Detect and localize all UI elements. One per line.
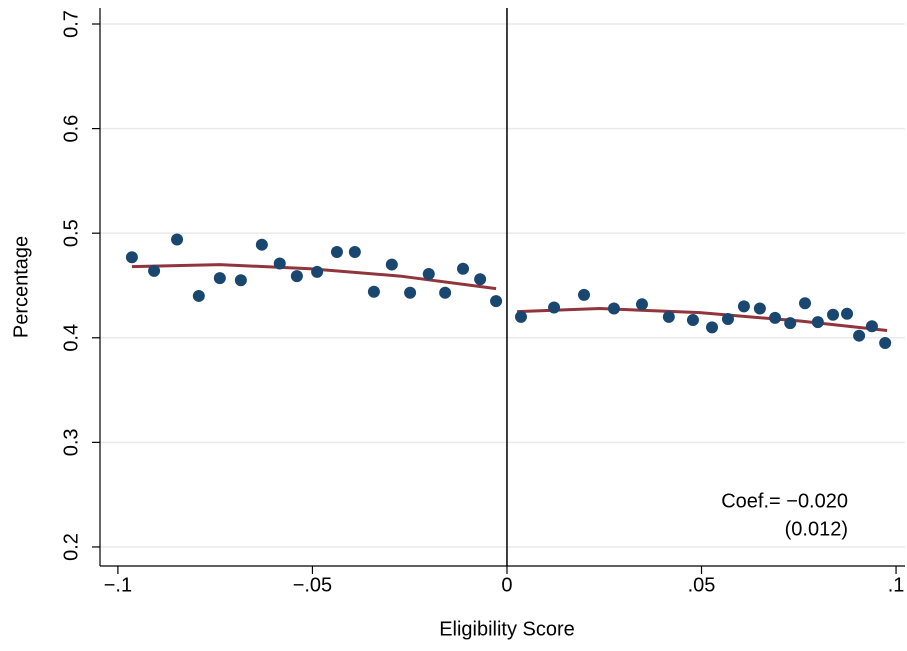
- point: [784, 317, 797, 330]
- point: [457, 262, 470, 275]
- point: [865, 320, 878, 333]
- point: [706, 321, 719, 334]
- point: [827, 308, 840, 321]
- point: [490, 295, 503, 308]
- x-tick-label: .05: [688, 574, 716, 596]
- point: [348, 246, 361, 259]
- point: [234, 274, 247, 287]
- y-tick-label: 0.3: [60, 428, 82, 456]
- annotation: (0.012): [785, 518, 848, 540]
- point: [548, 301, 561, 314]
- point: [255, 238, 268, 251]
- point: [635, 298, 648, 311]
- point: [439, 286, 452, 299]
- point: [367, 285, 380, 298]
- point: [737, 300, 750, 313]
- fit-line: [131, 263, 497, 291]
- point: [879, 337, 892, 350]
- point: [273, 257, 286, 270]
- point: [404, 286, 417, 299]
- point: [148, 264, 161, 277]
- fit-line: [517, 306, 888, 332]
- point: [330, 246, 343, 259]
- x-tick-label: 0: [501, 574, 512, 596]
- point: [686, 313, 699, 326]
- point: [721, 312, 734, 325]
- point: [607, 302, 620, 315]
- y-tick-label: 0.7: [60, 10, 82, 38]
- point: [171, 233, 184, 246]
- y-tick-label: 0.2: [60, 533, 82, 561]
- point: [769, 311, 782, 324]
- point: [514, 310, 527, 323]
- point: [753, 302, 766, 315]
- point: [578, 288, 591, 301]
- point: [662, 310, 675, 323]
- y-tick-label: 0.4: [60, 324, 82, 352]
- point: [385, 258, 398, 271]
- point: [799, 297, 812, 310]
- point: [290, 270, 303, 283]
- point: [853, 329, 866, 342]
- y-tick-label: 0.5: [60, 219, 82, 247]
- x-tick-label: −.1: [104, 574, 132, 596]
- point: [192, 289, 205, 302]
- point: [213, 272, 226, 285]
- point: [474, 273, 487, 286]
- y-axis-title: Percentage: [10, 236, 32, 338]
- y-tick-label: 0.6: [60, 115, 82, 143]
- point: [311, 265, 324, 278]
- point: [422, 267, 435, 280]
- annotation: Coef.= −0.020: [721, 490, 848, 512]
- point: [125, 251, 138, 264]
- x-axis-title: Eligibility Score: [439, 618, 575, 640]
- point: [841, 307, 854, 320]
- x-tick-label: −.05: [293, 574, 332, 596]
- point: [811, 316, 824, 329]
- x-tick-label: .1: [888, 574, 905, 596]
